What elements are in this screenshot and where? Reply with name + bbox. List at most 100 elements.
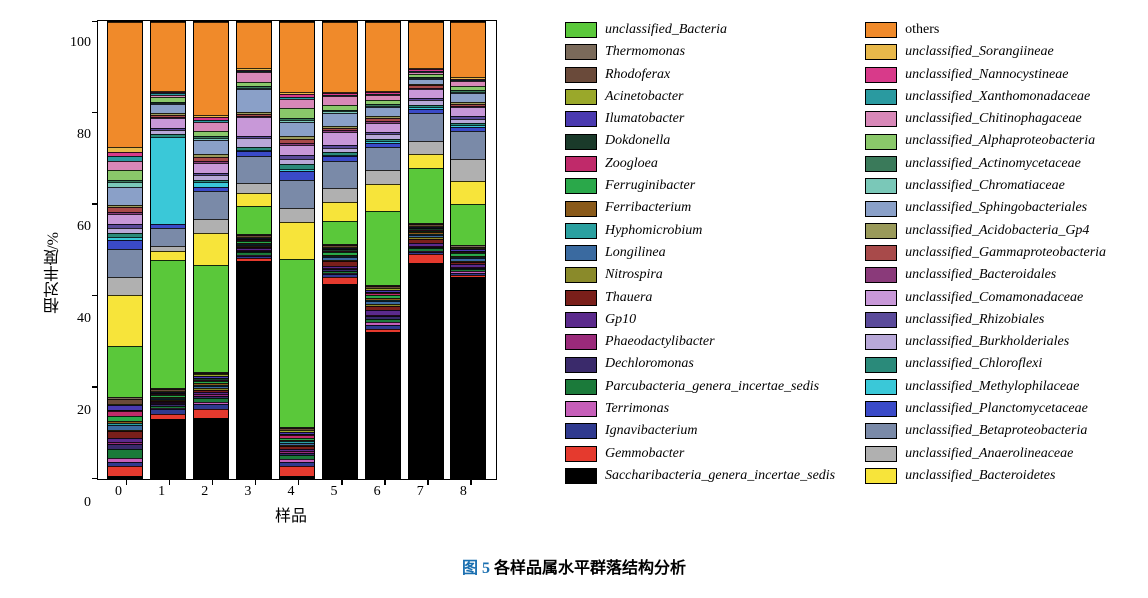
bar-segment [237,89,271,112]
x-axis: 012345678 [91,480,491,500]
bar-segment [237,22,271,68]
bar-segment [280,259,314,426]
bar-segment [323,132,357,146]
legend-item: unclassified_Comamonadaceae [865,288,1106,308]
legend-label: Thermomonas [605,42,685,62]
legend-label: unclassified_Acidobacteria_Gp4 [905,221,1089,241]
bar-segment [323,277,357,284]
bar-segment [151,251,185,260]
legend-swatch [865,446,897,462]
bar-segment [366,123,400,132]
bar [322,21,358,479]
bar-segment [451,22,485,77]
bar-segment [323,113,357,127]
legend-swatch [865,44,897,60]
legend-label: Ferruginibacter [605,176,695,196]
legend-item: unclassified_Rhizobiales [865,310,1106,330]
legend-label: Ferribacterium [605,198,691,218]
legend-label: Thauera [605,288,652,308]
legend-item: Parcubacteria_genera_incertae_sedis [565,377,835,397]
legend-item: unclassified_Methylophilaceae [865,377,1106,397]
legend-label: unclassified_Xanthomonadaceae [905,87,1090,107]
bar-segment [108,295,142,346]
legend-swatch [565,379,597,395]
bar-segment [108,214,142,223]
legend-item: Acinetobacter [565,87,835,107]
legend-label: unclassified_Chloroflexi [905,354,1042,374]
bar-segment [280,171,314,180]
bar-segment [108,249,142,277]
bar-segment [237,156,271,184]
bar-segment [237,206,271,234]
legend-swatch [565,334,597,350]
chart-frame [97,20,497,480]
legend-swatch [565,312,597,328]
legend-item: Rhodoferax [565,65,835,85]
legend-label: Longilinea [605,243,666,263]
bar-segment [323,284,357,478]
legend-swatch [865,223,897,239]
bar-segment [366,22,400,91]
bar-segment [409,168,443,223]
legend-swatch [865,379,897,395]
legend-item: unclassified_Actinomycetaceae [865,154,1106,174]
legend-item: unclassified_Bacteroidales [865,265,1106,285]
legend-item: Saccharibacteria_genera_incertae_sedis [565,466,835,486]
legend-label: unclassified_Anaerolineaceae [905,444,1073,464]
bar-segment [280,122,314,136]
legend-item: Gp10 [565,310,835,330]
legend-swatch [565,357,597,373]
legend-label: unclassified_Bacteroidales [905,265,1056,285]
legend-label: unclassified_Comamonadaceae [905,288,1083,308]
bar-segment [409,141,443,155]
legend-item: unclassified_Nannocystineae [865,65,1106,85]
legend-label: unclassified_Nannocystineae [905,65,1068,85]
legend-label: Gp10 [605,310,636,330]
bar-segment [451,131,485,158]
bar [450,21,486,479]
legend-item: unclassified_Chloroflexi [865,354,1106,374]
bar-segment [323,221,357,244]
bar-segment [366,147,400,170]
bar-segment [237,117,271,136]
x-tick-label: 5 [316,484,352,500]
bar-segment [108,170,142,179]
legend-label: Dokdonella [605,131,670,151]
legend-label: unclassified_Methylophilaceae [905,377,1079,397]
bar-segment [108,346,142,397]
bar-segment [108,449,142,458]
legend-label: unclassified_Bacteria [605,20,727,40]
bar [365,21,401,479]
legend-label: Acinetobacter [605,87,684,107]
x-tick-label: 6 [359,484,395,500]
bar-segment [409,254,443,263]
bar-segment [108,277,142,296]
legend-label: unclassified_Sphingobacteriales [905,198,1087,218]
bar-segment [108,476,142,478]
legend-label: unclassified_Chromatiaceae [905,176,1065,196]
bar-segment [237,183,271,192]
bar [107,21,143,479]
legend-swatch [865,156,897,172]
legend-item: unclassified_Xanthomonadaceae [865,87,1106,107]
bar-segment [451,107,485,116]
legend-swatch [565,67,597,83]
bar [279,21,315,479]
legend-item: unclassified_Sphingobacteriales [865,198,1106,218]
legend-col-right: othersunclassified_Sorangiineae unclassif… [865,20,1106,486]
bar-segment [108,466,142,475]
bar [408,21,444,479]
figure-caption: 图 5 各样品属水平群落结构分析 [462,554,686,578]
bar-segment [451,277,485,478]
legend-item: unclassified_Alphaproteobacteria [865,131,1106,151]
legend-swatch [565,401,597,417]
legend-label: others [905,20,939,40]
legend-item: Gemmobacter [565,444,835,464]
legend-swatch [865,357,897,373]
legend-item: unclassified_Sorangiineae [865,42,1106,62]
x-tick-label: 0 [101,484,137,500]
legend-swatch [865,111,897,127]
legend-item: unclassified_Chromatiaceae [865,176,1106,196]
bar-segment [323,202,357,221]
bar-segment [409,263,443,478]
